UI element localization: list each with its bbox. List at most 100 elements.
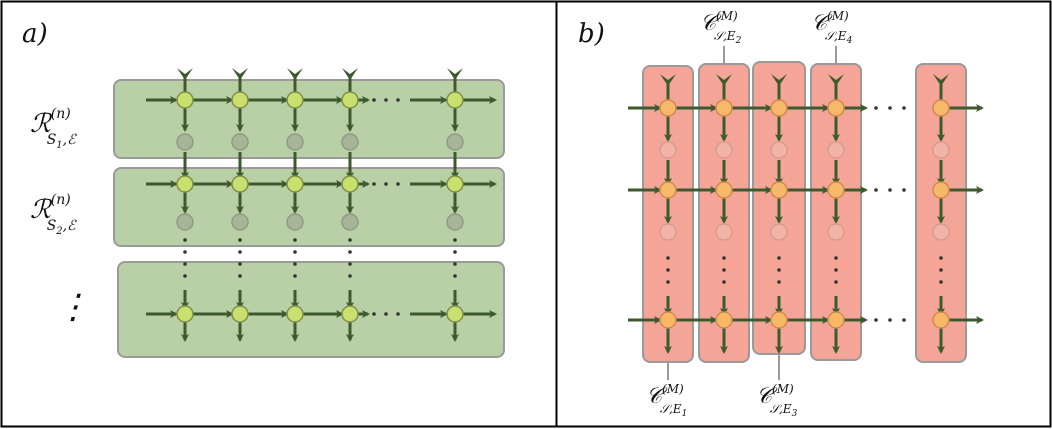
ellipsis-dot (666, 280, 670, 284)
ellipsis-dot (384, 312, 388, 316)
ellipsis-dot (372, 312, 376, 316)
column-label-1: 𝒞(M) 𝒮,E1 (646, 382, 687, 419)
ghost-node (770, 223, 788, 241)
node (659, 181, 677, 199)
ellipsis-dot (777, 268, 781, 272)
row-ellipsis: ⋮ (56, 287, 90, 327)
row-box-2 (113, 167, 505, 247)
ghost-node (286, 213, 304, 231)
ghost-node (286, 133, 304, 151)
ellipsis-dot (348, 238, 352, 242)
node (231, 175, 249, 193)
ghost-node (231, 133, 249, 151)
node (176, 305, 194, 323)
ellipsis-dot (183, 274, 187, 278)
ellipsis-dot (384, 182, 388, 186)
node (770, 181, 788, 199)
ellipsis-dot (666, 268, 670, 272)
ellipsis-dot (348, 250, 352, 254)
ellipsis-dot (888, 318, 892, 322)
ghost-node (770, 141, 788, 159)
node (932, 99, 950, 117)
ellipsis-dot (722, 280, 726, 284)
ellipsis-dot (183, 238, 187, 242)
node (827, 181, 845, 199)
ellipsis-dot (777, 256, 781, 260)
ghost-node (446, 133, 464, 151)
ghost-node (715, 141, 733, 159)
panel-b-node-grid (628, 74, 984, 354)
ellipsis-dot (238, 238, 242, 242)
row-label-1: ℛ(n) S1,ℰ (30, 106, 77, 151)
ellipsis-dot (874, 318, 878, 322)
ellipsis-dot (939, 280, 943, 284)
node (659, 311, 677, 329)
node (231, 91, 249, 109)
ellipsis-dot (902, 318, 906, 322)
ellipsis-dot (874, 188, 878, 192)
ghost-node (827, 141, 845, 159)
node (176, 175, 194, 193)
ellipsis-dot (238, 262, 242, 266)
ghost-node (659, 223, 677, 241)
column-label-2: 𝒞(M) 𝒮,E2 (700, 9, 742, 46)
ellipsis-dot (722, 256, 726, 260)
panel-a-label: a) (22, 19, 48, 49)
node (446, 305, 464, 323)
node (827, 99, 845, 117)
ghost-node (176, 213, 194, 231)
ellipsis-dot (939, 268, 943, 272)
node (715, 311, 733, 329)
node (715, 181, 733, 199)
panel-b-diagram (628, 46, 984, 380)
ellipsis-dot (183, 250, 187, 254)
ellipsis-dot (834, 256, 838, 260)
ghost-node (659, 141, 677, 159)
ghost-node (446, 213, 464, 231)
ellipsis-dot (238, 250, 242, 254)
node (932, 181, 950, 199)
ellipsis-dot (939, 256, 943, 260)
ellipsis-dot (453, 250, 457, 254)
ghost-node (341, 133, 359, 151)
ghost-node (827, 223, 845, 241)
row-box-3 (117, 261, 505, 358)
panel-a-node-grid (146, 68, 497, 342)
ellipsis-dot (874, 106, 878, 110)
panel-b-frame (555, 0, 1052, 428)
ellipsis-dot (238, 274, 242, 278)
ellipsis-dot (666, 256, 670, 260)
ellipsis-dot (293, 250, 297, 254)
panel-a-diagram (113, 68, 505, 358)
node (286, 91, 304, 109)
ellipsis-dot (293, 238, 297, 242)
node (341, 91, 359, 109)
row-box-1 (113, 79, 505, 159)
ellipsis-dot (396, 182, 400, 186)
column-label-3: 𝒞(M) 𝒮,E3 (756, 382, 798, 419)
column-label-4: 𝒞(M) 𝒮,E4 (811, 9, 853, 46)
node (715, 99, 733, 117)
ellipsis-dot (384, 98, 388, 102)
node (770, 99, 788, 117)
ellipsis-dot (834, 268, 838, 272)
node (827, 311, 845, 329)
node (231, 305, 249, 323)
panel-b-label: b) (578, 19, 605, 49)
node (446, 175, 464, 193)
ellipsis-dot (834, 280, 838, 284)
row-label-2: ℛ(n) S2,ℰ (30, 192, 77, 237)
ellipsis-dot (348, 274, 352, 278)
ellipsis-dot (396, 312, 400, 316)
ellipsis-dot (453, 238, 457, 242)
ghost-node (932, 223, 950, 241)
ellipsis-dot (396, 98, 400, 102)
ellipsis-dot (722, 268, 726, 272)
ellipsis-dot (902, 106, 906, 110)
ellipsis-dot (453, 274, 457, 278)
node (341, 175, 359, 193)
node (341, 305, 359, 323)
node (286, 305, 304, 323)
ghost-node (715, 223, 733, 241)
